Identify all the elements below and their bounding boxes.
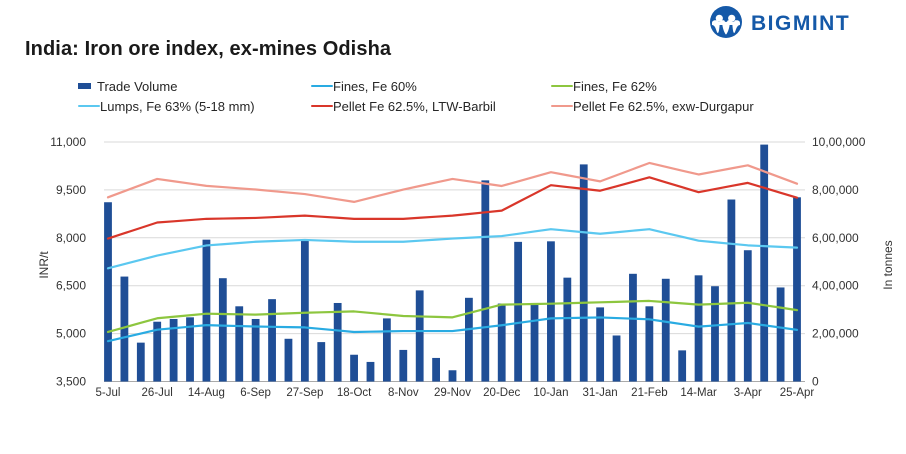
svg-text:26-Jul: 26-Jul	[142, 387, 173, 399]
svg-text:18-Oct: 18-Oct	[337, 387, 372, 399]
svg-text:8,000: 8,000	[56, 231, 86, 245]
svg-text:21-Feb: 21-Feb	[631, 387, 667, 399]
svg-text:5-Jul: 5-Jul	[96, 387, 121, 399]
svg-text:29-Nov: 29-Nov	[434, 387, 471, 399]
svg-text:3,500: 3,500	[56, 375, 86, 389]
svg-text:6,500: 6,500	[56, 279, 86, 293]
svg-text:14-Mar: 14-Mar	[680, 387, 717, 399]
svg-text:27-Sep: 27-Sep	[286, 387, 323, 399]
svg-text:25-Apr: 25-Apr	[780, 387, 815, 399]
svg-text:8,00,000: 8,00,000	[812, 183, 859, 197]
svg-text:5,000: 5,000	[56, 327, 86, 341]
svg-text:3-Apr: 3-Apr	[734, 387, 762, 399]
svg-text:In tonnes: In tonnes	[881, 240, 895, 289]
svg-text:10,00,000: 10,00,000	[812, 135, 866, 149]
svg-text:INR/t: INR/t	[37, 251, 51, 279]
svg-text:20-Dec: 20-Dec	[483, 387, 520, 399]
svg-text:6-Sep: 6-Sep	[240, 387, 271, 399]
svg-text:6,00,000: 6,00,000	[812, 231, 859, 245]
svg-text:8-Nov: 8-Nov	[388, 387, 419, 399]
svg-text:11,000: 11,000	[50, 135, 86, 149]
svg-text:10-Jan: 10-Jan	[533, 387, 568, 399]
svg-text:9,500: 9,500	[56, 183, 86, 197]
svg-text:2,00,000: 2,00,000	[812, 327, 859, 341]
svg-text:14-Aug: 14-Aug	[188, 387, 225, 399]
svg-text:31-Jan: 31-Jan	[583, 387, 618, 399]
svg-text:4,00,000: 4,00,000	[812, 279, 859, 293]
